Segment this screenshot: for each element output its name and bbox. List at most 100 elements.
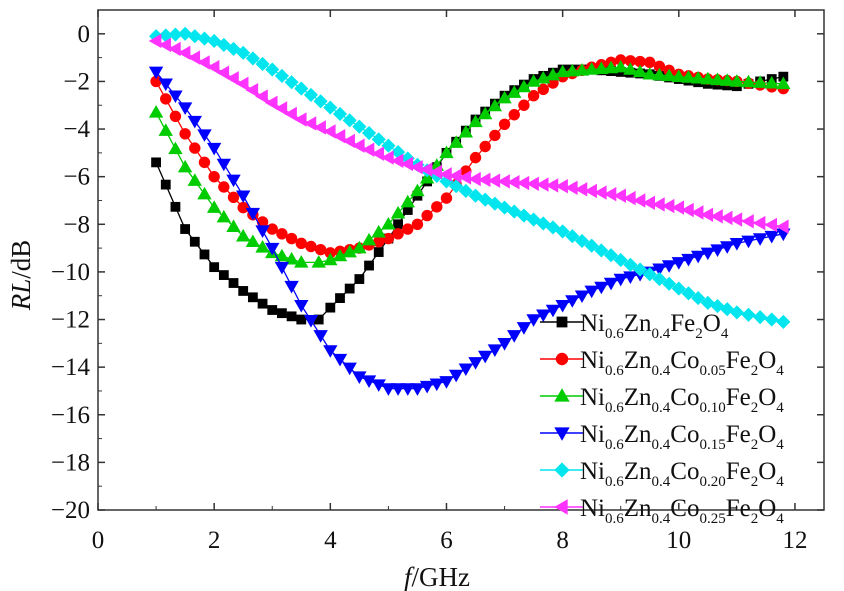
legend-marker — [554, 499, 568, 515]
legend-label-part: 4 — [776, 400, 784, 416]
data-point — [710, 244, 725, 257]
legend-label-part: 2 — [751, 437, 759, 453]
data-point — [180, 224, 191, 234]
data-point — [516, 208, 531, 223]
data-point — [371, 379, 386, 392]
legend-marker — [554, 427, 570, 441]
data-point — [700, 247, 716, 261]
data-point — [555, 224, 570, 239]
legend-label-part: O — [758, 458, 776, 485]
legend-label: Ni0.6Zn0.4Co0.05Fe2O4 — [580, 347, 784, 379]
data-point — [245, 82, 259, 98]
data-point — [178, 26, 193, 41]
data-point — [197, 129, 212, 142]
data-point — [419, 380, 435, 394]
x-axis-var: f — [404, 562, 415, 591]
x-axis: 0 2 4 6 8 10 12 — [92, 10, 807, 554]
data-point — [410, 183, 425, 197]
data-point — [526, 314, 541, 327]
legend-label-part: 0.4 — [652, 511, 671, 527]
data-point — [293, 112, 307, 127]
data-point — [410, 159, 423, 175]
data-point — [323, 100, 338, 115]
data-point — [265, 242, 280, 256]
legend-label-part: 0.4 — [652, 400, 671, 416]
legend-label: Ni0.6Zn0.4Co0.15Fe2O4 — [580, 421, 784, 453]
data-point — [274, 261, 290, 275]
data-point — [644, 56, 656, 69]
data-point — [507, 330, 522, 343]
y-tick-label: 0 — [78, 21, 91, 48]
data-point — [652, 67, 667, 81]
data-point — [294, 81, 309, 96]
data-point — [381, 383, 396, 396]
data-point — [468, 357, 483, 370]
data-point — [478, 350, 493, 364]
legend-label-part: Fe — [670, 310, 695, 337]
data-point — [448, 135, 464, 148]
data-point — [187, 115, 202, 129]
data-point — [228, 278, 239, 288]
data-point — [410, 383, 425, 396]
legend-label-part: Ni — [580, 384, 605, 411]
data-point — [545, 220, 561, 235]
data-point — [555, 299, 570, 313]
data-point — [294, 299, 309, 313]
data-point — [148, 33, 162, 49]
data-point — [352, 119, 367, 134]
data-point — [565, 229, 580, 244]
data-point — [536, 216, 551, 231]
data-point — [245, 51, 260, 66]
legend-label-part: Zn — [624, 384, 652, 411]
data-point — [690, 70, 706, 84]
legend-label-part: 4 — [721, 326, 729, 342]
x-tick-label: 10 — [666, 527, 691, 554]
data-point — [371, 146, 384, 161]
data-point — [199, 249, 210, 260]
data-point — [314, 243, 327, 256]
data-point — [148, 105, 164, 118]
data-point — [632, 64, 648, 78]
legend-label-part: Ni — [580, 421, 605, 448]
legend-label-part: Ni — [580, 495, 605, 522]
legend-label-part: 4 — [776, 511, 784, 527]
data-point — [209, 262, 220, 273]
data-point — [555, 64, 570, 78]
data-point — [661, 260, 677, 273]
data-point — [236, 45, 251, 60]
data-point — [431, 201, 443, 213]
data-point — [335, 293, 345, 303]
series-4 — [149, 26, 791, 329]
data-point — [373, 247, 384, 257]
data-point — [352, 240, 367, 254]
legend-label-part: 0.4 — [652, 326, 671, 342]
legend-label-part: 4 — [776, 437, 784, 453]
data-point — [305, 240, 317, 253]
data-point — [284, 251, 299, 265]
data-point — [662, 276, 677, 291]
data-point — [264, 95, 278, 111]
data-point — [710, 72, 725, 86]
data-point — [537, 83, 549, 96]
data-point — [642, 195, 656, 211]
data-point — [429, 378, 444, 392]
series-line — [156, 33, 784, 323]
data-point — [179, 128, 191, 140]
data-point — [729, 212, 743, 227]
y-axis-label: RL/dB — [6, 240, 36, 312]
legend-label-part: 0.25 — [699, 511, 725, 527]
legend-label-part: 2 — [751, 400, 759, 416]
data-point — [574, 290, 590, 304]
legend-label-part: Zn — [624, 347, 652, 374]
data-point — [255, 239, 270, 253]
data-point — [168, 141, 183, 155]
data-point — [158, 37, 172, 53]
data-point — [313, 94, 328, 109]
data-point — [237, 201, 249, 214]
data-point — [458, 183, 473, 199]
data-point — [227, 191, 240, 204]
data-point — [381, 138, 396, 153]
data-point — [381, 216, 396, 230]
data-point — [439, 145, 454, 159]
data-point — [382, 232, 395, 245]
